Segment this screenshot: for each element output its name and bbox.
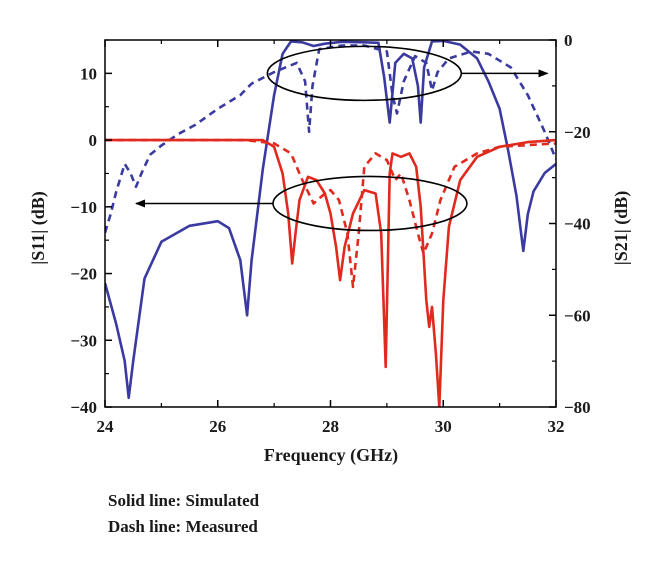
dash-line-note: Dash line: Measured — [108, 517, 258, 536]
axes-layer: 24 26 28 30 32 10 0 −10 −20 −30 −40 0 −20 −40 −60 −80 — [70, 31, 590, 436]
annotation-ellipse-1 — [266, 45, 463, 102]
x-axis-label: Frequency (GHz) — [264, 445, 398, 466]
y-right-tick-label: −80 — [564, 398, 591, 417]
x-tick-label: 26 — [209, 417, 226, 436]
x-tick-label: 30 — [435, 417, 452, 436]
y-left-tick-label: −40 — [70, 398, 97, 417]
solid-line-note: Solid line: Simulated — [108, 491, 260, 510]
sparameter-chart: 24 26 28 30 32 10 0 −10 −20 −30 −40 0 −20 −40 −60 −80 F… — [28, 31, 632, 466]
y-left-tick-label: −10 — [70, 198, 97, 217]
y-left-tick-label: 10 — [80, 64, 97, 83]
y-right-tick-label: 0 — [564, 31, 573, 50]
y-right-tick-label: −20 — [564, 123, 591, 142]
x-tick-label: 32 — [548, 417, 565, 436]
legend-notes: Solid line: Simulated Dash line: Measure… — [108, 488, 259, 540]
y-right-axis-label: |S21| (dB) — [611, 191, 632, 265]
y-left-tick-label: −30 — [70, 331, 97, 350]
x-tick-label: 24 — [97, 417, 115, 436]
annotations-layer — [135, 45, 549, 232]
series-line-right-solid — [105, 40, 556, 400]
plot-frame — [104, 39, 557, 408]
curves-layer — [105, 40, 556, 407]
annotation-ellipse-2 — [272, 175, 468, 232]
y-left-axis-label: |S11| (dB) — [28, 191, 49, 264]
series-line-left-solid — [105, 138, 556, 407]
y-left-tick-label: −20 — [70, 265, 97, 284]
y-right-tick-label: −60 — [564, 306, 591, 325]
y-left-tick-label: 0 — [89, 131, 98, 150]
series-line-right-dashed — [105, 44, 556, 234]
x-tick-label: 28 — [322, 417, 339, 436]
y-right-tick-label: −40 — [564, 215, 591, 234]
